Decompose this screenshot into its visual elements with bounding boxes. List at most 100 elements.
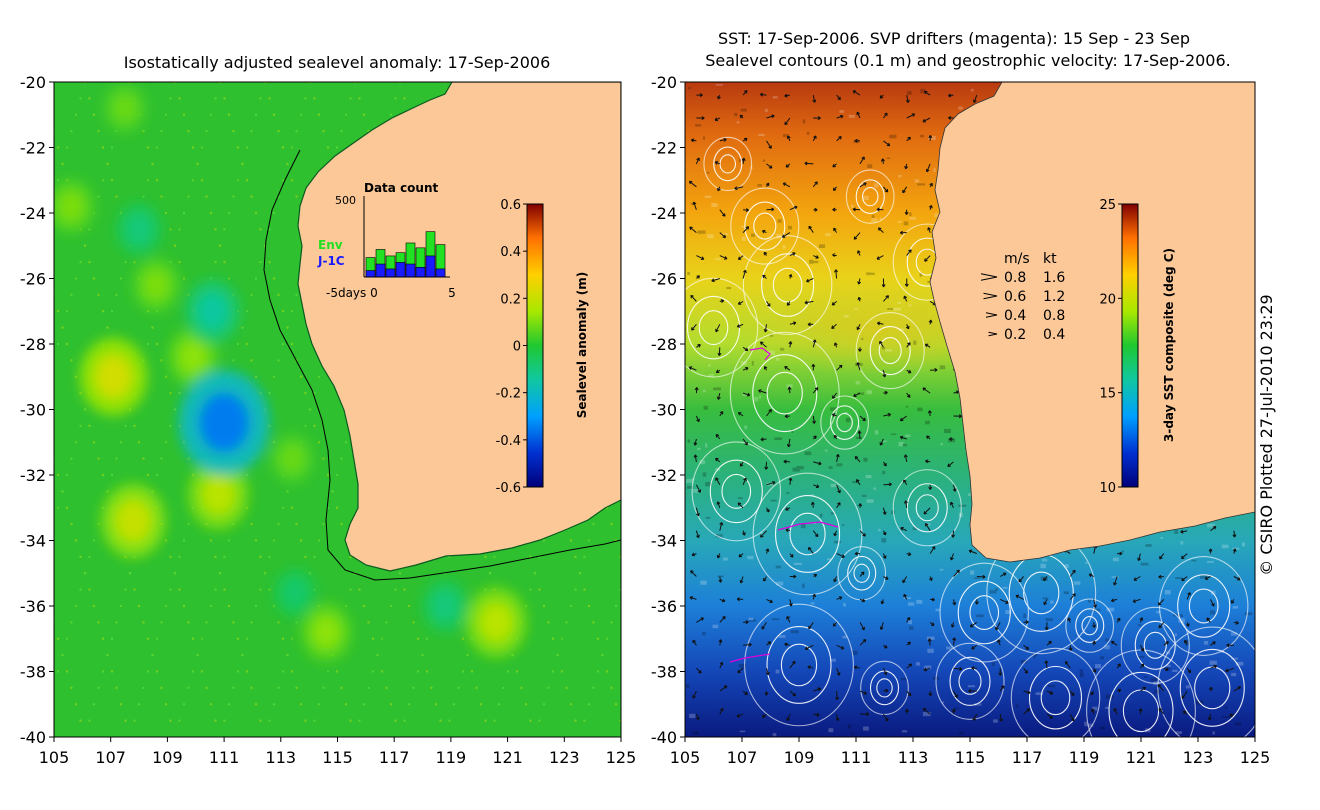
track-dot [214,555,217,559]
track-dot [56,179,60,182]
velocity-arrow [927,410,932,417]
track-dot [142,621,145,624]
y-tick-label: -22 [20,139,46,158]
track-dot [164,113,168,116]
track-dot [169,97,172,100]
sealevel-contour [1158,556,1249,656]
sst-speckle [1121,550,1125,553]
track-dot [669,572,671,574]
sst-speckle [914,179,920,183]
sst-speckle [775,357,780,361]
track-dot [7,294,9,296]
sst-speckle [825,233,831,237]
sst-speckle [941,701,945,704]
sst-speckle [905,434,911,438]
y-tick-label: -40 [20,728,46,747]
inset-x-label: -5days 0 [326,286,378,300]
track-dot [268,97,271,100]
velocity-arrow [876,321,884,326]
velocity-arrow [734,186,744,191]
track-dot [137,604,141,608]
sst-speckle [1137,656,1145,658]
velocity-arrow [716,392,721,400]
track-dot [39,245,41,247]
track-dot [290,342,294,346]
sst-colorbar-label: 3-day SST composite (deg C) [1162,248,1176,442]
velocity-arrow [953,569,960,577]
sst-speckle [1204,641,1209,645]
sst-speckle [693,488,699,493]
track-dot [48,376,50,378]
velocity-arrow [719,616,726,623]
velocity-arrow [1043,576,1048,582]
velocity-arrow [1023,708,1030,715]
track-dot [380,670,384,673]
sst-speckle [1104,645,1110,650]
sst-speckle [920,88,926,94]
velocity-arrow [836,114,844,119]
track-dot [578,572,582,575]
inset-title: Data count [364,181,439,195]
track-dot [628,97,630,99]
velocity-arrow [854,456,861,463]
velocity-arrow [953,666,963,671]
y-tick-label: -36 [651,597,677,616]
track-dot [511,654,514,657]
colorbar-tick-label: 0.6 [500,198,521,213]
velocity-arrow [719,707,724,715]
velocity-arrow [835,713,840,722]
velocity-arrow [903,479,908,486]
sst-speckle [702,631,706,636]
sst-speckle [1041,558,1048,562]
velocity-arrow [693,438,698,446]
right-axes: 105 107 109 111 113 115 117 119 121 123 125-20-22-… [651,73,1270,767]
sst-speckle [738,663,746,668]
inset-bar-j1c [385,268,396,278]
velocity-arrow [929,576,933,581]
velocity-arrow [1110,640,1118,646]
track-dot [97,457,100,460]
track-dot [21,310,23,312]
sst-speckle [897,302,902,304]
track-dot [344,113,348,116]
velocity-arrow [736,597,744,602]
sst-speckle [889,134,897,139]
sst-speckle [760,532,763,537]
colorbar-tick-label: 10 [1099,481,1116,496]
track-dot [0,97,1,99]
velocity-arrow [808,547,814,554]
velocity-arrow [758,389,767,394]
track-dot [254,211,258,215]
track-dot [259,588,262,591]
track-dot [250,621,253,624]
track-dot [317,375,321,378]
velocity-arrow [1210,526,1217,532]
velocity-arrow [1140,663,1145,669]
sst-speckle [757,184,763,187]
velocity-arrow [742,90,748,96]
track-dot [164,539,168,542]
track-dot [299,703,303,706]
velocity-arrow [883,390,888,395]
track-dot [79,588,82,591]
velocity-arrow [804,644,814,650]
velocity-arrow [927,227,931,233]
sst-speckle [1160,537,1163,539]
track-dot [39,572,41,574]
track-dot [169,228,172,231]
velocity-arrow [715,457,721,463]
track-dot [277,686,280,689]
velocity-arrow [1116,617,1121,623]
velocity-arrow [813,574,818,578]
track-dot [173,572,177,575]
x-tick-label: 123 [549,748,580,767]
track-dot [304,97,307,100]
sst-speckle [717,575,724,578]
track-dot [110,146,114,149]
track-dot [30,703,32,705]
sst-speckle [1212,731,1215,735]
sst-speckle [766,482,775,486]
track-dot [268,719,271,722]
velocity-arrow [906,136,911,142]
velocity-arrow [1088,573,1094,577]
